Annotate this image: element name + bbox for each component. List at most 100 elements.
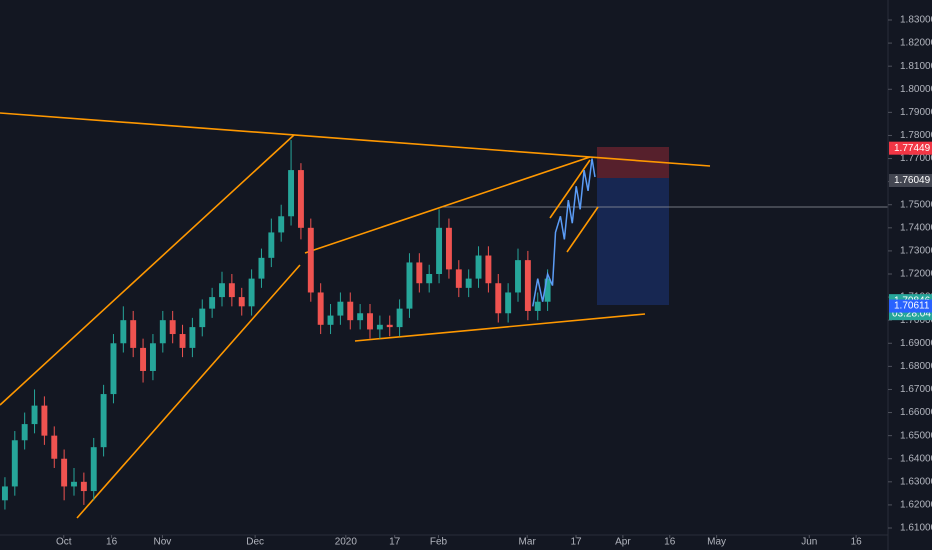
candle-body — [149, 343, 156, 371]
projection-line — [532, 158, 596, 307]
candle-body — [337, 301, 344, 316]
candle-body — [228, 283, 235, 298]
y-tick-label: 1.70000 — [900, 315, 932, 326]
candle-body — [327, 315, 334, 325]
candle-body — [317, 292, 324, 325]
x-tick-label: Oct — [56, 537, 72, 548]
candle-body — [416, 262, 423, 284]
candle-body — [386, 324, 393, 328]
price-label-bg — [889, 174, 932, 188]
y-tick-label: 1.75000 — [900, 199, 932, 210]
candle-body — [347, 301, 354, 321]
trend-line — [76, 264, 301, 519]
y-tick-label: 1.68000 — [900, 361, 932, 372]
candle-body — [159, 320, 166, 344]
y-tick-label: 1.74000 — [900, 222, 932, 233]
x-tick-label: Feb — [430, 537, 448, 548]
y-tick-label: 1.61000 — [900, 523, 932, 534]
trend-line — [566, 206, 599, 253]
y-tick-label: 1.83000 — [900, 15, 932, 26]
candle-body — [436, 227, 443, 275]
candle-body — [51, 435, 58, 459]
y-tick-label: 1.66000 — [900, 407, 932, 418]
price-label: 1.77449 — [894, 143, 931, 154]
candle-body — [495, 283, 502, 314]
candle-body — [238, 297, 245, 307]
x-tick-label: 17 — [570, 537, 582, 548]
y-tick-label: 1.64000 — [900, 453, 932, 464]
candle-body — [258, 257, 265, 279]
candle-body — [406, 262, 413, 309]
x-tick-label: Dec — [246, 537, 264, 548]
candle-body — [21, 424, 28, 441]
x-tick-label: 16 — [851, 537, 863, 548]
trend-line — [354, 313, 646, 342]
candle-body — [544, 278, 551, 302]
candle-body — [278, 216, 285, 233]
candle-body — [515, 260, 521, 293]
x-tick-label: Apr — [615, 537, 631, 548]
candle-body — [357, 313, 364, 321]
candle-body — [485, 255, 492, 284]
candle-body — [80, 481, 87, 492]
candle-body — [367, 313, 373, 330]
y-tick-label: 1.72000 — [900, 269, 932, 280]
y-tick-label: 1.78000 — [900, 130, 932, 141]
price-label-bg — [889, 141, 932, 155]
candle-body — [475, 255, 482, 279]
x-tick-label: Nov — [154, 537, 172, 548]
candle-body — [61, 458, 68, 487]
target-zone — [597, 178, 669, 305]
candle-body — [505, 292, 512, 314]
x-tick-label: Jun — [801, 537, 817, 548]
candle-body — [524, 260, 531, 311]
candle-body — [100, 394, 107, 448]
candle-body — [41, 405, 48, 436]
candle-body — [445, 227, 452, 270]
trend-line — [0, 112, 711, 167]
y-tick-label: 1.73000 — [900, 246, 932, 257]
candle-body — [426, 274, 433, 284]
candle-body — [169, 320, 176, 335]
y-tick-label: 1.65000 — [900, 430, 932, 441]
y-tick-label: 1.77000 — [900, 153, 932, 164]
candle-body — [31, 405, 38, 425]
candle-body — [297, 170, 304, 228]
trend-line — [549, 159, 591, 219]
y-tick-label: 1.81000 — [900, 61, 932, 72]
trend-line — [0, 134, 295, 406]
candle-body — [11, 440, 18, 487]
x-tick-label: May — [707, 537, 726, 548]
x-tick-label: Mar — [519, 537, 537, 548]
candle-body — [90, 447, 97, 492]
y-tick-label: 1.69000 — [900, 338, 932, 349]
candle-body — [455, 269, 462, 288]
x-tick-label: 2020 — [335, 537, 358, 548]
price-label-bg — [889, 299, 932, 313]
candle-body — [248, 278, 255, 307]
candle-body — [396, 308, 403, 328]
candle-body — [376, 324, 383, 330]
candle-body — [1, 486, 8, 501]
candle-body — [130, 320, 137, 348]
candle-body — [199, 308, 206, 328]
trend-line — [304, 156, 591, 254]
candle-body — [268, 232, 275, 258]
y-tick-label: 1.82000 — [900, 38, 932, 49]
candle-body — [219, 283, 225, 298]
candle-body — [140, 347, 147, 371]
y-tick-label: 1.79000 — [900, 107, 932, 118]
y-tick-label: 1.80000 — [900, 84, 932, 95]
candle-body — [307, 227, 314, 293]
price-label: 1.70611 — [894, 301, 930, 312]
candle-body — [110, 343, 117, 395]
candle-body — [71, 481, 77, 487]
y-tick-label: 1.62000 — [900, 500, 932, 511]
candle-body — [465, 278, 472, 288]
candle-body — [209, 297, 216, 309]
candle-body — [288, 170, 295, 217]
countdown: 03:28:04 — [892, 308, 931, 319]
y-tick-label: 1.63000 — [900, 476, 932, 487]
candle-body — [534, 301, 541, 311]
